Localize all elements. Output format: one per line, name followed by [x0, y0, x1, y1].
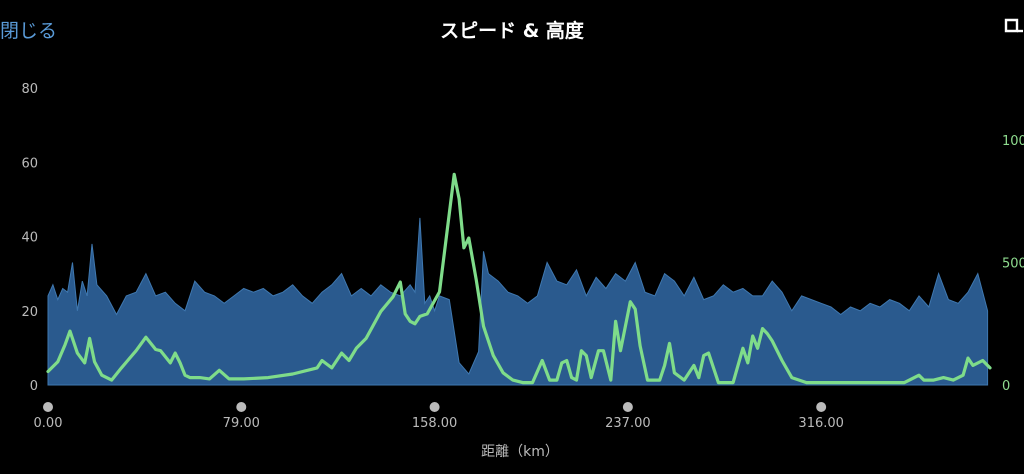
left-axis-tick-label: 60: [21, 156, 38, 171]
x-axis-tick-dot: [816, 402, 827, 412]
left-axis-tick-label: 40: [21, 231, 38, 246]
x-axis-tick-label: 316.00: [798, 416, 844, 431]
altitude-line: [46, 172, 992, 385]
x-axis-tick-dot: [429, 402, 440, 412]
left-axis-tick-label: 80: [21, 82, 38, 97]
x-axis-tick-dot: [622, 402, 633, 412]
x-axis-tick-label: 0.00: [34, 416, 63, 431]
x-axis-tick-label: 158.00: [412, 416, 458, 431]
right-axis-tick-label: 0: [1002, 379, 1010, 394]
fullscreen-icon[interactable]: [1004, 18, 1024, 38]
left-axis-tick-label: 0: [30, 379, 38, 394]
speed-area: [47, 217, 989, 386]
page-title: スピード & 高度: [440, 20, 584, 42]
right-axis-tick-label: 500: [1002, 257, 1024, 272]
x-axis-tick-dot: [43, 402, 53, 412]
close-button[interactable]: 閉じる: [0, 20, 58, 42]
left-axis-tick-label: 20: [21, 305, 38, 320]
x-axis-label: 距離（km）: [481, 443, 559, 460]
x-axis-tick-dot: [236, 402, 247, 412]
x-axis-tick-label: 79.00: [223, 416, 260, 431]
x-axis-tick-label: 237.00: [605, 416, 651, 431]
